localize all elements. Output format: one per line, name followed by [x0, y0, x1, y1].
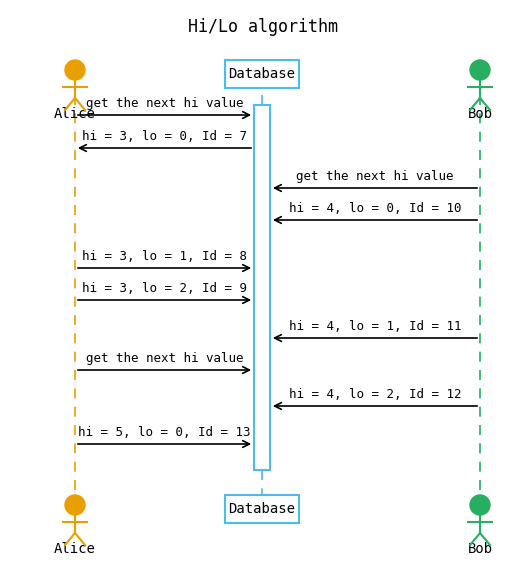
Circle shape	[65, 60, 85, 80]
Bar	[254, 105, 270, 470]
Text: Bob: Bob	[467, 542, 492, 556]
Circle shape	[470, 495, 490, 515]
Text: get the next hi value: get the next hi value	[296, 170, 454, 183]
Bar	[225, 495, 299, 523]
Circle shape	[470, 60, 490, 80]
Circle shape	[65, 495, 85, 515]
Text: Database: Database	[228, 67, 296, 81]
Text: hi = 3, lo = 2, Id = 9: hi = 3, lo = 2, Id = 9	[82, 282, 247, 295]
Text: Hi/Lo algorithm: Hi/Lo algorithm	[187, 18, 338, 36]
Text: hi = 4, lo = 2, Id = 12: hi = 4, lo = 2, Id = 12	[289, 388, 461, 401]
Bar	[225, 60, 299, 88]
Text: get the next hi value: get the next hi value	[86, 352, 243, 365]
Text: Alice: Alice	[54, 107, 96, 121]
Text: Bob: Bob	[467, 107, 492, 121]
Text: get the next hi value: get the next hi value	[86, 97, 243, 110]
Text: hi = 3, lo = 0, Id = 7: hi = 3, lo = 0, Id = 7	[82, 130, 247, 143]
Text: Database: Database	[228, 502, 296, 516]
Text: hi = 4, lo = 1, Id = 11: hi = 4, lo = 1, Id = 11	[289, 320, 461, 333]
Text: hi = 5, lo = 0, Id = 13: hi = 5, lo = 0, Id = 13	[78, 426, 251, 439]
Text: Alice: Alice	[54, 542, 96, 556]
Text: hi = 4, lo = 0, Id = 10: hi = 4, lo = 0, Id = 10	[289, 202, 461, 215]
Text: hi = 3, lo = 1, Id = 8: hi = 3, lo = 1, Id = 8	[82, 250, 247, 263]
